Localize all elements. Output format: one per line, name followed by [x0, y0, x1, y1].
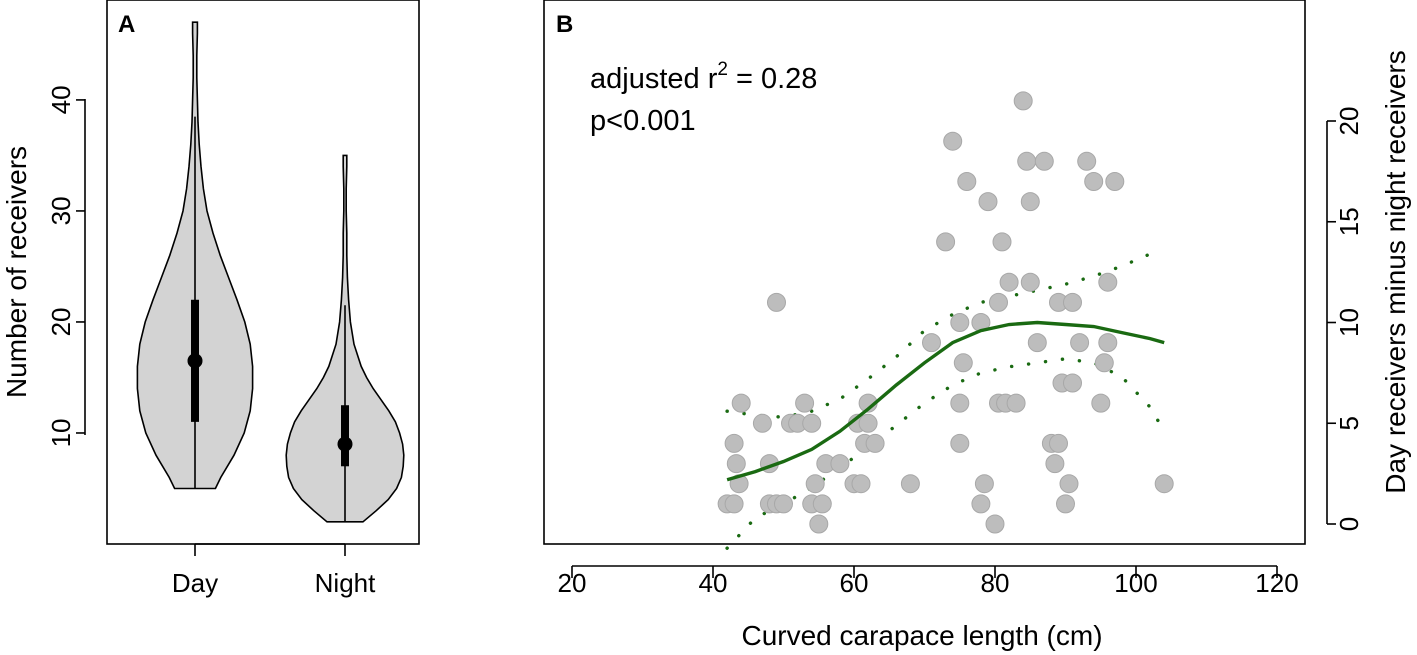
- x-tick-label-100: 100: [1114, 568, 1157, 598]
- ci-lower-band: [725, 357, 1166, 550]
- median-dot-day: [187, 353, 203, 369]
- panel-b-x-axis-title: Curved carapace length (cm): [741, 620, 1102, 651]
- panel-b-frame: [543, 0, 1306, 545]
- data-point-53: [1027, 333, 1047, 353]
- panel-a-violin-plot: A 10 20 30 40 Day Night Number of receivers: [1, 0, 420, 598]
- data-point-44: [989, 292, 1008, 312]
- data-point-52: [1020, 272, 1040, 292]
- panel-b-y-axis-title: Day receivers minus night receivers: [1380, 50, 1411, 494]
- y-tick-label-15: 15: [1334, 207, 1364, 236]
- x-tick-label-40: 40: [699, 568, 728, 598]
- ci-upper-band: [725, 248, 1159, 419]
- panel-b-y-ticks: 0 5 10 15 20: [1327, 107, 1364, 531]
- data-point-65: [1077, 151, 1097, 171]
- data-point-64: [1070, 333, 1090, 353]
- data-point-60: [1056, 494, 1075, 514]
- data-point-21: [830, 454, 850, 474]
- y-tick-label-0: 0: [1334, 517, 1364, 531]
- y-tick-label-10: 10: [1334, 308, 1364, 337]
- data-point-48: [1006, 393, 1026, 413]
- data-point-61: [1059, 474, 1079, 494]
- confidence-bands: [725, 248, 1166, 550]
- data-point-17: [805, 474, 825, 494]
- x-tick-label-day: Day: [172, 568, 218, 598]
- x-tick-label-20: 20: [558, 568, 587, 598]
- panel-a-y-axis-title: Number of receivers: [1, 146, 32, 398]
- data-point-66: [1084, 172, 1104, 191]
- data-point-42: [985, 514, 1005, 534]
- data-point-68: [1094, 353, 1114, 373]
- data-point-63: [1063, 292, 1082, 312]
- data-point-47: [999, 272, 1019, 292]
- data-point-36: [953, 353, 973, 373]
- data-point-45: [992, 232, 1012, 252]
- adjusted-r2-annotation: adjusted r2 = 0.28: [590, 59, 817, 95]
- data-point-24: [851, 474, 871, 494]
- data-point-69: [1098, 333, 1118, 353]
- data-point-35: [950, 433, 970, 453]
- x-tick-label-night: Night: [315, 568, 376, 598]
- data-point-5: [731, 393, 751, 413]
- data-point-67: [1091, 393, 1111, 413]
- y-tick-label-20: 20: [1334, 107, 1364, 136]
- data-point-49: [1013, 91, 1033, 111]
- data-point-70: [1098, 272, 1118, 292]
- p-value-annotation: p<0.001: [590, 105, 696, 137]
- iqr-box-night: [341, 405, 349, 467]
- data-point-9: [767, 292, 786, 312]
- panel-a-label: A: [118, 11, 135, 38]
- panel-b-scatter-plot: B adjusted r2 = 0.28 p<0.001 0 5 10 15 20 20…: [543, 0, 1411, 651]
- scatter-points: [717, 91, 1174, 534]
- data-point-30: [922, 333, 941, 353]
- median-dot-night: [337, 436, 353, 452]
- data-point-54: [1034, 151, 1054, 171]
- x-tick-label-60: 60: [840, 568, 869, 598]
- data-point-57: [1049, 433, 1068, 453]
- data-point-72: [1154, 474, 1174, 494]
- violin-group: [136, 21, 405, 523]
- data-point-28: [865, 433, 885, 453]
- data-point-19: [812, 494, 832, 514]
- panel-b-x-ticks: 20 40 60 80 100 120: [558, 566, 1299, 598]
- panel-a-y-ticks: 10 20 30 40: [46, 85, 85, 447]
- panel-a-x-ticks: Day Night: [172, 544, 376, 598]
- data-point-40: [974, 474, 994, 494]
- y-tick-label-30: 30: [46, 196, 76, 225]
- data-point-29: [900, 474, 920, 494]
- data-point-14: [795, 393, 815, 413]
- data-point-71: [1105, 172, 1125, 191]
- data-point-33: [950, 313, 970, 332]
- data-point-32: [943, 131, 963, 151]
- x-tick-label-120: 120: [1255, 568, 1298, 598]
- x-tick-label-80: 80: [981, 568, 1010, 598]
- data-point-37: [957, 172, 977, 191]
- data-point-2: [724, 433, 744, 453]
- data-point-1: [724, 494, 744, 514]
- data-point-41: [978, 192, 998, 212]
- data-point-51: [1020, 192, 1040, 212]
- data-point-6: [752, 413, 772, 433]
- data-point-31: [936, 232, 956, 252]
- data-point-39: [971, 494, 991, 514]
- data-point-11: [774, 494, 793, 514]
- data-point-18: [809, 514, 829, 534]
- data-point-3: [726, 454, 746, 474]
- data-point-15: [802, 413, 822, 433]
- data-point-56: [1045, 454, 1065, 474]
- data-point-34: [950, 393, 970, 413]
- panel-b-label: B: [556, 11, 573, 38]
- y-tick-label-10: 10: [46, 419, 76, 448]
- y-tick-label-20: 20: [46, 307, 76, 336]
- fitted-curve: [726, 320, 1165, 482]
- y-tick-label-40: 40: [46, 85, 76, 114]
- data-point-62: [1063, 373, 1082, 393]
- data-point-27: [858, 413, 878, 433]
- data-point-50: [1017, 151, 1037, 171]
- y-tick-label-5: 5: [1334, 416, 1364, 430]
